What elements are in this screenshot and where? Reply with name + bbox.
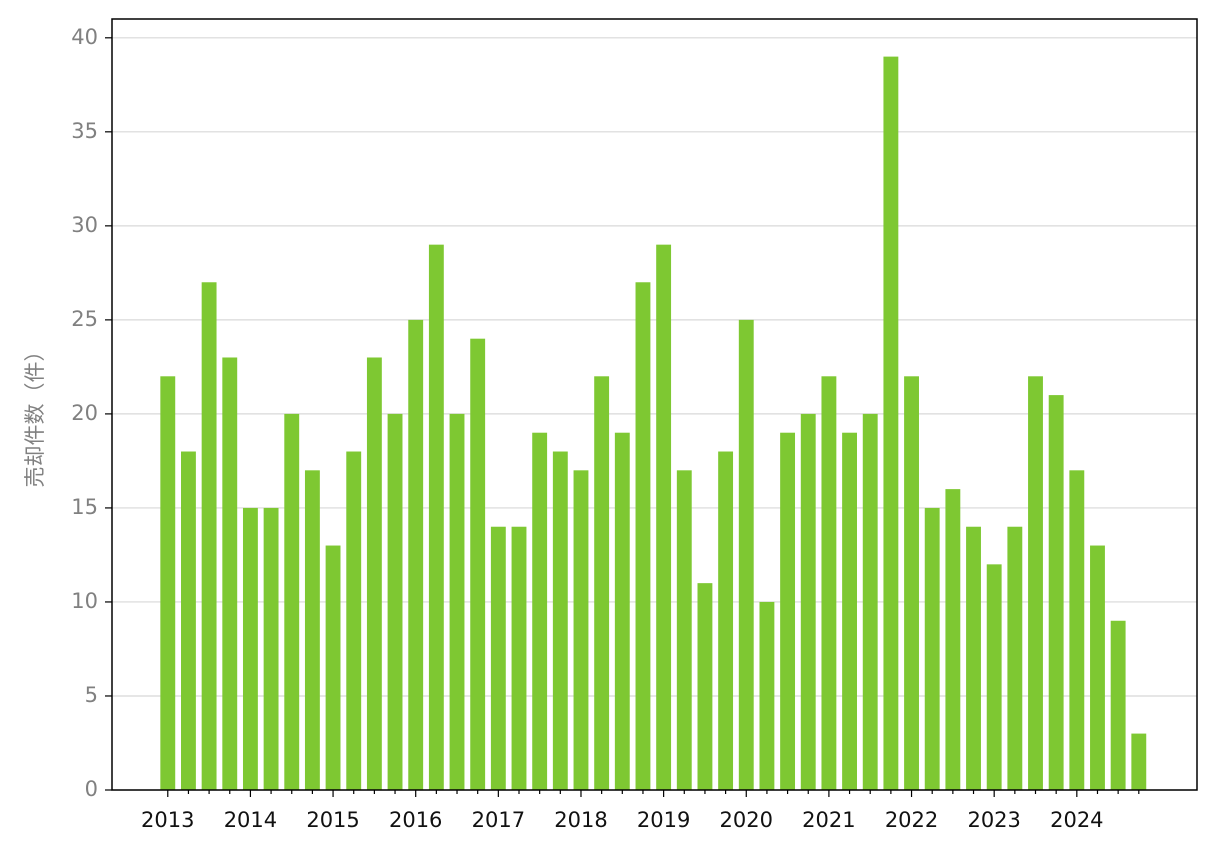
bar bbox=[986, 564, 1002, 790]
bar bbox=[1007, 526, 1023, 790]
bar bbox=[325, 545, 341, 790]
bar bbox=[862, 413, 878, 790]
bar bbox=[924, 507, 940, 790]
bar bbox=[428, 244, 444, 790]
bar bbox=[511, 526, 527, 790]
bar bbox=[718, 451, 734, 790]
bar bbox=[470, 338, 486, 790]
x-tick-label: 2018 bbox=[554, 808, 607, 832]
plot-frame bbox=[111, 18, 1198, 791]
x-tick-label: 2023 bbox=[967, 808, 1020, 832]
bar bbox=[532, 432, 548, 790]
y-tick-label: 40 bbox=[71, 25, 98, 49]
bar bbox=[738, 319, 754, 790]
bar bbox=[842, 432, 857, 790]
y-tick-label: 35 bbox=[71, 119, 98, 143]
y-tick-label: 0 bbox=[85, 777, 98, 801]
y-tick-label: 15 bbox=[71, 495, 98, 519]
bar bbox=[904, 376, 919, 790]
bar bbox=[614, 432, 630, 790]
bar bbox=[635, 282, 651, 790]
x-tick-label: 2016 bbox=[389, 808, 442, 832]
bar bbox=[408, 319, 424, 790]
bar bbox=[697, 583, 713, 790]
x-tick-label: 2020 bbox=[720, 808, 773, 832]
bar bbox=[387, 413, 403, 790]
x-tick-label: 2015 bbox=[306, 808, 359, 832]
bar bbox=[676, 470, 692, 790]
bar bbox=[883, 56, 899, 791]
bar bbox=[945, 489, 961, 790]
bar bbox=[800, 413, 816, 790]
bar bbox=[1131, 733, 1147, 790]
y-tick-label: 25 bbox=[71, 307, 98, 331]
bar bbox=[449, 413, 465, 790]
bar bbox=[821, 376, 837, 790]
y-tick-label: 20 bbox=[71, 401, 98, 425]
bar bbox=[242, 507, 258, 790]
x-tick-label: 2014 bbox=[224, 808, 277, 832]
bar bbox=[160, 376, 176, 790]
bar bbox=[490, 526, 506, 790]
bar bbox=[181, 451, 196, 790]
bar bbox=[1028, 376, 1043, 790]
x-tick-label: 2021 bbox=[802, 808, 855, 832]
bar bbox=[656, 244, 672, 790]
bar bbox=[573, 470, 589, 790]
x-tick-label: 2024 bbox=[1050, 808, 1103, 832]
x-tick-label: 2013 bbox=[141, 808, 194, 832]
y-axis-label: 売却件数（件） bbox=[23, 341, 47, 488]
x-tick-label: 2022 bbox=[885, 808, 938, 832]
bar bbox=[780, 432, 796, 790]
bar bbox=[1069, 470, 1085, 790]
bar bbox=[284, 413, 300, 790]
bar bbox=[304, 470, 320, 790]
x-tick-label: 2019 bbox=[637, 808, 690, 832]
bar bbox=[366, 357, 382, 790]
y-tick-label: 5 bbox=[85, 683, 98, 707]
bar bbox=[1110, 620, 1126, 790]
bar bbox=[346, 451, 362, 790]
bar bbox=[1048, 395, 1064, 790]
bar bbox=[594, 376, 610, 790]
x-tick-label: 2017 bbox=[472, 808, 525, 832]
bar bbox=[222, 357, 238, 790]
bar bbox=[552, 451, 568, 790]
y-tick-label: 30 bbox=[71, 213, 98, 237]
y-tick-label: 10 bbox=[71, 589, 98, 613]
bar bbox=[201, 282, 217, 790]
bar bbox=[966, 526, 981, 790]
bar bbox=[263, 507, 279, 790]
bar bbox=[1090, 545, 1105, 790]
bar bbox=[759, 601, 775, 790]
